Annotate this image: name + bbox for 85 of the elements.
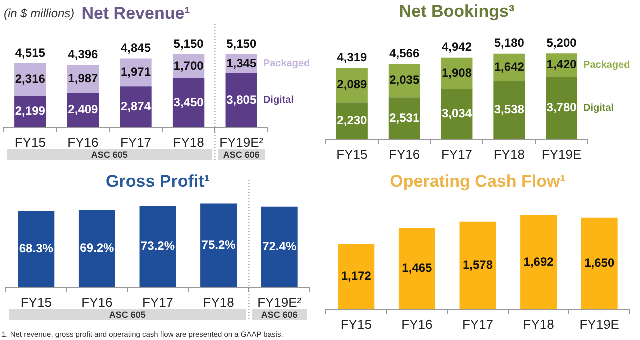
x-tick-label: FY16 <box>402 316 433 332</box>
series-label: Digital <box>584 102 614 114</box>
data-label: 1,908 <box>442 66 472 80</box>
bar <box>261 206 298 288</box>
bar <box>338 244 375 310</box>
x-tick-label: FY16 <box>82 294 113 310</box>
x-tick-label: FY17 <box>441 146 473 162</box>
data-label: 2,531 <box>390 110 420 125</box>
data-label: 3,538 <box>494 102 525 117</box>
bar <box>18 211 55 288</box>
data-label: 2,874 <box>120 99 152 114</box>
chart-title: Net Revenue¹ <box>82 4 191 23</box>
total-label: 5,150 <box>226 36 257 51</box>
x-tick-label: FY15 <box>336 146 368 162</box>
total-label: 4,396 <box>68 47 99 62</box>
data-label: 1,987 <box>68 72 99 86</box>
x-tick-label: FY16 <box>68 134 99 150</box>
chart-title: Gross Profit¹ <box>106 172 210 191</box>
series-label: Digital <box>263 95 294 106</box>
total-label: 4,845 <box>120 41 152 56</box>
bar <box>398 228 436 310</box>
series-label: Packaged <box>263 58 310 70</box>
data-label: 73.2% <box>140 238 176 253</box>
x-tick-label: FY18 <box>203 294 234 310</box>
x-tick-label: FY18 <box>523 316 554 332</box>
data-label: 1,465 <box>402 261 433 276</box>
x-tick-label: FY17 <box>462 316 494 332</box>
bar <box>581 218 618 310</box>
data-label: 1,172 <box>341 269 372 284</box>
data-label: 2,199 <box>15 104 46 118</box>
data-label: 75.2% <box>202 238 236 252</box>
x-tick-label: FY19E² <box>258 294 302 310</box>
x-tick-label: FY17 <box>120 134 152 150</box>
x-tick-label: FY19E² <box>220 134 264 150</box>
x-tick-label: FY15 <box>20 294 52 310</box>
total-label: 5,200 <box>546 36 578 50</box>
data-label: 1,420 <box>546 58 578 72</box>
data-label: 2,089 <box>337 78 368 92</box>
x-tick-label: FY19E <box>580 316 620 332</box>
data-label: 1,700 <box>174 58 204 73</box>
total-label: 5,180 <box>494 36 525 50</box>
x-tick-label: FY15 <box>340 316 372 332</box>
x-tick-label: FY18 <box>494 146 525 162</box>
x-tick-label: FY18 <box>173 134 204 150</box>
bar <box>140 206 176 288</box>
total-label: 4,566 <box>390 46 420 60</box>
bar <box>494 81 526 140</box>
x-tick-label: FY17 <box>142 294 174 310</box>
y-axis-title: (in $ millions) <box>4 6 75 20</box>
data-label: 1,345 <box>226 56 257 70</box>
data-label: 2,316 <box>15 72 46 86</box>
total-label: 5,150 <box>174 36 204 51</box>
bar <box>520 215 558 310</box>
total-label: 4,515 <box>15 46 46 60</box>
text: ASC 606 <box>223 150 260 160</box>
data-label: 3,450 <box>174 95 204 110</box>
bar <box>546 77 578 140</box>
data-label: 69.2% <box>80 241 115 256</box>
chart-title: Net Bookings³ <box>399 2 515 21</box>
data-label: 3,034 <box>442 106 472 121</box>
data-label: 2,035 <box>390 73 420 88</box>
x-tick-label: FY19E <box>542 146 582 162</box>
x-tick-label: FY15 <box>14 134 46 150</box>
text: ASC 606 <box>261 310 298 320</box>
data-label: 68.3% <box>19 242 54 256</box>
data-label: 2,230 <box>337 113 368 128</box>
text: ASC 605 <box>91 150 128 160</box>
bar <box>200 204 238 288</box>
data-label: 1,642 <box>494 60 525 74</box>
data-label: 1,971 <box>120 65 152 80</box>
data-label: 3,780 <box>546 100 578 115</box>
data-label: 3,805 <box>226 92 257 107</box>
x-tick-label: FY16 <box>389 146 420 162</box>
data-label: 72.4% <box>262 239 297 254</box>
data-label: 2,409 <box>68 102 99 117</box>
data-label: 1,578 <box>462 258 494 272</box>
data-label: 1,650 <box>584 256 615 270</box>
bar <box>460 222 496 310</box>
total-label: 4,319 <box>337 50 368 64</box>
series-label: Packaged <box>584 60 630 72</box>
data-label: 1,692 <box>524 254 554 269</box>
chart-title: Operating Cash Flow¹ <box>390 172 566 191</box>
bar <box>78 210 116 288</box>
total-label: 4,942 <box>442 40 472 54</box>
text: ASC 605 <box>109 310 146 320</box>
